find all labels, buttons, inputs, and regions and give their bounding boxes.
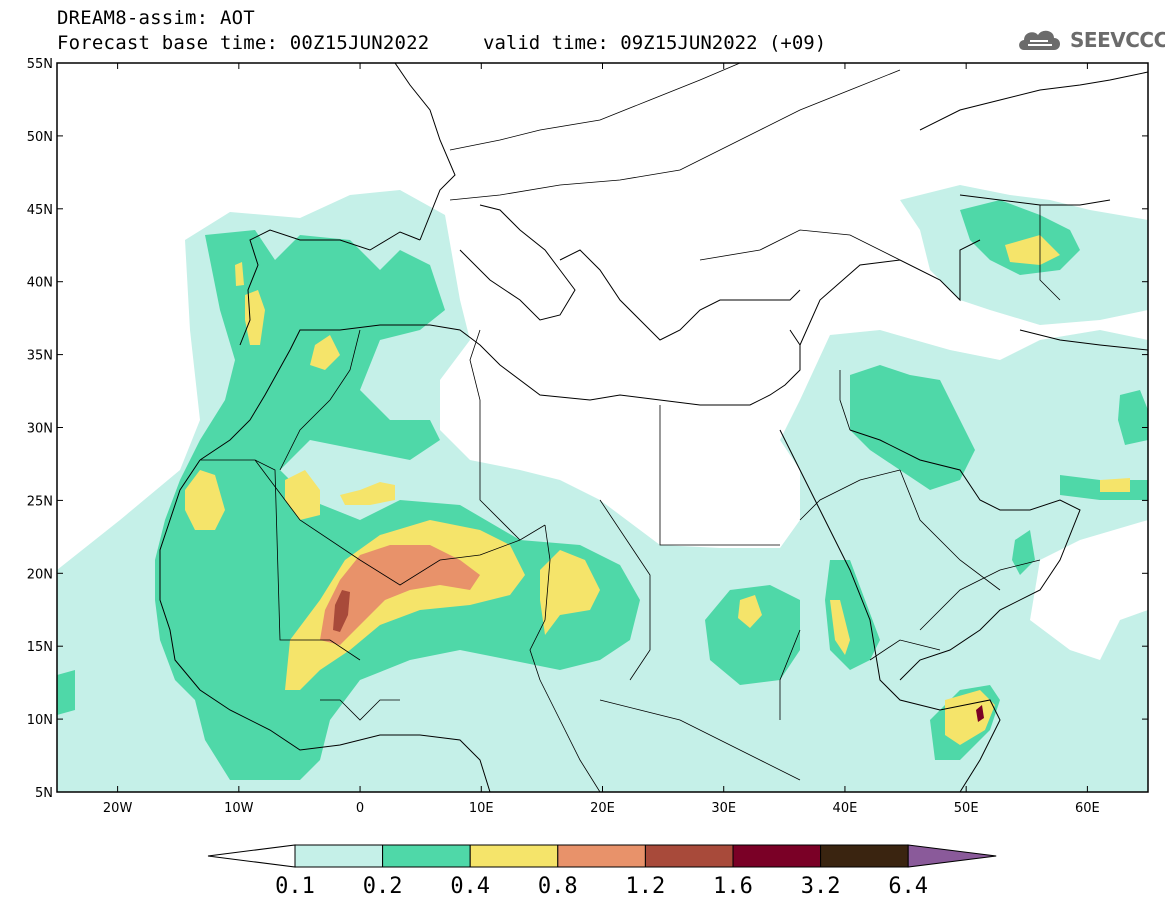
colorbar-label: 1.2: [626, 874, 666, 899]
lat-label-5N: 5N: [35, 786, 53, 801]
latitude-labels: 5N 10N 15N 20N 25N 30N 35N 40N 45N 50N 55N: [27, 57, 53, 801]
colorbar-under-arrow: [207, 844, 296, 868]
map-title: DREAM8-assim: AOT: [57, 7, 255, 29]
colorbar-label: 0.4: [450, 874, 490, 899]
aot-level-0.8: [320, 545, 480, 645]
lat-label-40N: 40N: [27, 276, 53, 291]
valid-time: valid time: 09Z15JUN2022 (+09): [483, 32, 827, 54]
lon-label-30E: 30E: [711, 801, 736, 816]
aot-level-1.6: [976, 705, 984, 722]
colorbar-box: [382, 844, 471, 868]
colorbar-box: [557, 844, 646, 868]
aot-level-1.2: [333, 590, 350, 632]
lon-label-20W: 20W: [103, 801, 133, 816]
lat-label-25N: 25N: [27, 494, 53, 509]
country-borders: [200, 63, 1061, 792]
colorbar-box: [732, 844, 822, 868]
axis-ticks: [57, 62, 1148, 793]
colorbar-box: [469, 844, 559, 868]
aot-level-0.4: [185, 235, 1130, 745]
coastlines: [159, 63, 1148, 792]
cloud-icon: [1019, 30, 1060, 50]
colorbar-label: 6.4: [888, 874, 928, 899]
colorbar-label: 0.1: [275, 874, 315, 899]
lat-label-10N: 10N: [27, 713, 53, 728]
lon-label-40E: 40E: [833, 801, 858, 816]
logo-text: SEEVCCC: [1070, 28, 1165, 52]
colorbar-box: [644, 844, 734, 868]
lon-label-20E: 20E: [590, 801, 615, 816]
lon-label-50E: 50E: [954, 801, 979, 816]
colorbar-over-arrow: [907, 844, 997, 868]
lat-label-35N: 35N: [27, 349, 53, 364]
forecast-base-time: Forecast base time: 00Z15JUN2022: [57, 32, 430, 54]
lat-label-20N: 20N: [27, 567, 53, 582]
colorbar-label: 1.6: [713, 874, 753, 899]
lon-label-0: 0: [356, 801, 364, 816]
lat-label-30N: 30N: [27, 422, 53, 437]
lat-label-55N: 55N: [27, 57, 53, 72]
colorbar-box: [294, 844, 384, 868]
lat-label-45N: 45N: [27, 203, 53, 218]
colorbar-label: 0.8: [538, 874, 578, 899]
longitude-labels: 20W 10W 0 10E 20E 30E 40E 50E 60E: [103, 801, 1100, 816]
colorbar-box: [820, 844, 909, 868]
colorbar-label: 0.2: [363, 874, 403, 899]
lon-label-60E: 60E: [1075, 801, 1100, 816]
lat-label-15N: 15N: [27, 640, 53, 655]
lon-label-10W: 10W: [224, 801, 254, 816]
lat-label-50N: 50N: [27, 130, 53, 145]
colorbar-label: 3.2: [801, 874, 841, 899]
lon-label-10E: 10E: [469, 801, 494, 816]
